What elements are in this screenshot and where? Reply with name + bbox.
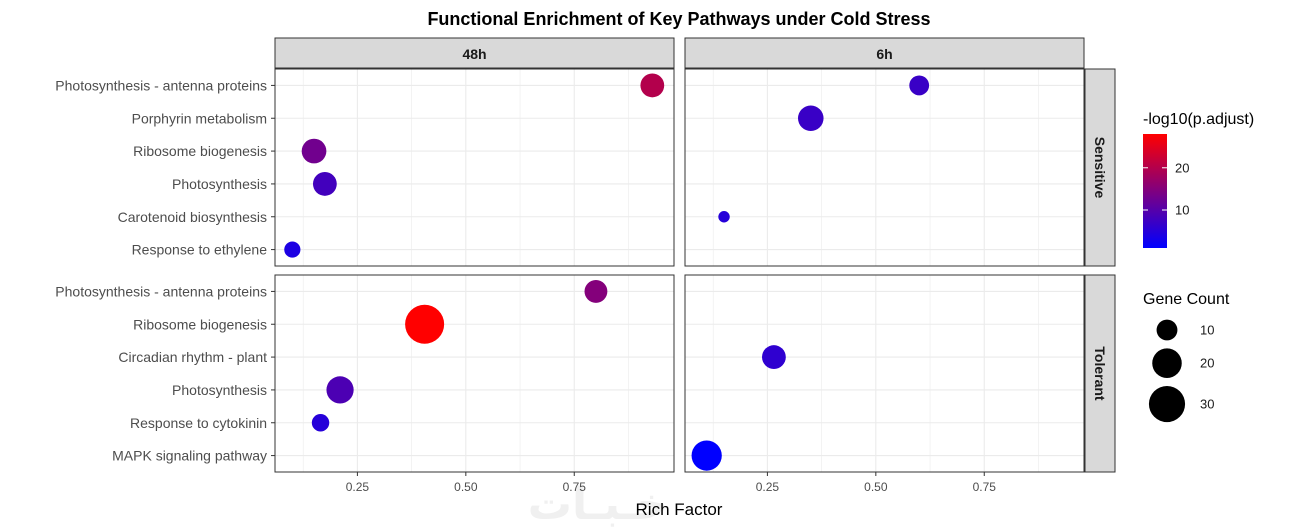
point-sensitive-48h-photosynthesis bbox=[312, 172, 337, 196]
panel-background bbox=[685, 275, 1084, 472]
point-sensitive-6h-photosynthesis-antenna-proteins bbox=[909, 75, 930, 96]
x-axis-title: Rich Factor bbox=[636, 500, 723, 519]
y-tick-label-photosynthesis: Photosynthesis bbox=[172, 382, 267, 398]
y-tick-label-ribosome-biogenesis: Ribosome biogenesis bbox=[133, 316, 267, 332]
point-sensitive-48h-photosynthesis-antenna-proteins bbox=[640, 73, 665, 98]
point-tolerant-48h-response-to-cytokinin bbox=[311, 414, 330, 432]
facet-strip-label-6h: 6h bbox=[876, 46, 892, 62]
x-tick-label: 0.75 bbox=[973, 480, 997, 494]
panel-background bbox=[685, 69, 1084, 266]
y-tick-label-porphyrin-metabolism: Porphyrin metabolism bbox=[132, 110, 267, 126]
facet-strip-48h bbox=[274, 37, 675, 69]
size-legend-label-20: 20 bbox=[1200, 356, 1214, 371]
point-sensitive-48h-response-to-ethylene bbox=[284, 241, 301, 258]
color-legend-label: 10 bbox=[1175, 203, 1189, 218]
y-tick-label-photosynthesis: Photosynthesis bbox=[172, 176, 267, 192]
x-tick-label: 0.75 bbox=[563, 480, 587, 494]
y-tick-label-response-to-ethylene: Response to ethylene bbox=[132, 242, 268, 258]
size-legend-title: Gene Count bbox=[1143, 291, 1230, 308]
panel-border bbox=[274, 68, 675, 267]
point-tolerant-6h-circadian-rhythm-plant bbox=[762, 345, 786, 369]
chart-title: Functional Enrichment of Key Pathways un… bbox=[427, 9, 930, 29]
facet-strip-6h bbox=[684, 37, 1085, 69]
facet-strip-label-tolerant: Tolerant bbox=[1092, 346, 1108, 401]
point-tolerant-48h-photosynthesis bbox=[326, 376, 354, 404]
size-legend-label-10: 10 bbox=[1200, 323, 1214, 338]
y-tick-label-mapk-signaling-pathway: MAPK signaling pathway bbox=[112, 448, 267, 464]
size-legend: Gene Count 10 20 30 bbox=[1143, 291, 1230, 423]
panel-background bbox=[275, 69, 674, 266]
x-tick-label: 0.25 bbox=[756, 480, 780, 494]
y-tick-label-photosynthesis-antenna-proteins: Photosynthesis - antenna proteins bbox=[55, 77, 267, 93]
panel-tolerant-6h bbox=[684, 274, 1085, 473]
point-sensitive-48h-ribosome-biogenesis bbox=[301, 138, 327, 164]
data-points bbox=[284, 73, 930, 471]
panel-sensitive-6h bbox=[684, 68, 1085, 267]
color-legend-title: -log10(p.adjust) bbox=[1143, 111, 1254, 128]
watermark: خـبـات bbox=[528, 480, 669, 529]
size-legend-circle-20 bbox=[1152, 348, 1182, 378]
color-legend-label: 20 bbox=[1175, 160, 1189, 175]
facet-strip-sensitive bbox=[1084, 68, 1116, 267]
panel-border bbox=[684, 68, 1085, 267]
point-sensitive-6h-porphyrin-metabolism bbox=[797, 105, 824, 132]
x-tick-label: 0.50 bbox=[454, 480, 478, 494]
y-tick-label-carotenoid-biosynthesis: Carotenoid biosynthesis bbox=[118, 209, 267, 225]
x-tick-label: 0.50 bbox=[864, 480, 888, 494]
point-tolerant-48h-photosynthesis-antenna-proteins bbox=[584, 279, 608, 303]
facet-strip-label-sensitive: Sensitive bbox=[1092, 137, 1108, 199]
panel-sensitive-48h bbox=[274, 68, 675, 267]
y-tick-label-photosynthesis-antenna-proteins: Photosynthesis - antenna proteins bbox=[55, 283, 267, 299]
y-tick-label-ribosome-biogenesis: Ribosome biogenesis bbox=[133, 143, 267, 159]
panel-border bbox=[274, 274, 675, 473]
facet-strip-tolerant bbox=[1084, 274, 1116, 473]
panel-border bbox=[684, 274, 1085, 473]
facet-panels: 48h 6h Sensitive Tolerant Photosynthesis - a… bbox=[55, 37, 1116, 494]
y-tick-label-circadian-rhythm-plant: Circadian rhythm - plant bbox=[118, 349, 267, 365]
size-legend-circle-10 bbox=[1156, 319, 1178, 341]
y-tick-label-response-to-cytokinin: Response to cytokinin bbox=[130, 415, 267, 431]
size-legend-label-30: 30 bbox=[1200, 397, 1214, 412]
color-legend: -log10(p.adjust) 10 20 bbox=[1143, 111, 1254, 248]
x-tick-label: 0.25 bbox=[346, 480, 370, 494]
point-tolerant-6h-mapk-signaling-pathway bbox=[691, 440, 722, 471]
point-sensitive-6h-carotenoid-biosynthesis bbox=[718, 211, 730, 223]
size-legend-circle-30 bbox=[1148, 385, 1186, 423]
facet-strip-label-48h: 48h bbox=[462, 46, 486, 62]
panel-background bbox=[275, 275, 674, 472]
panel-tolerant-48h bbox=[274, 274, 675, 473]
point-tolerant-48h-ribosome-biogenesis bbox=[405, 304, 445, 344]
color-bar bbox=[1143, 134, 1167, 248]
